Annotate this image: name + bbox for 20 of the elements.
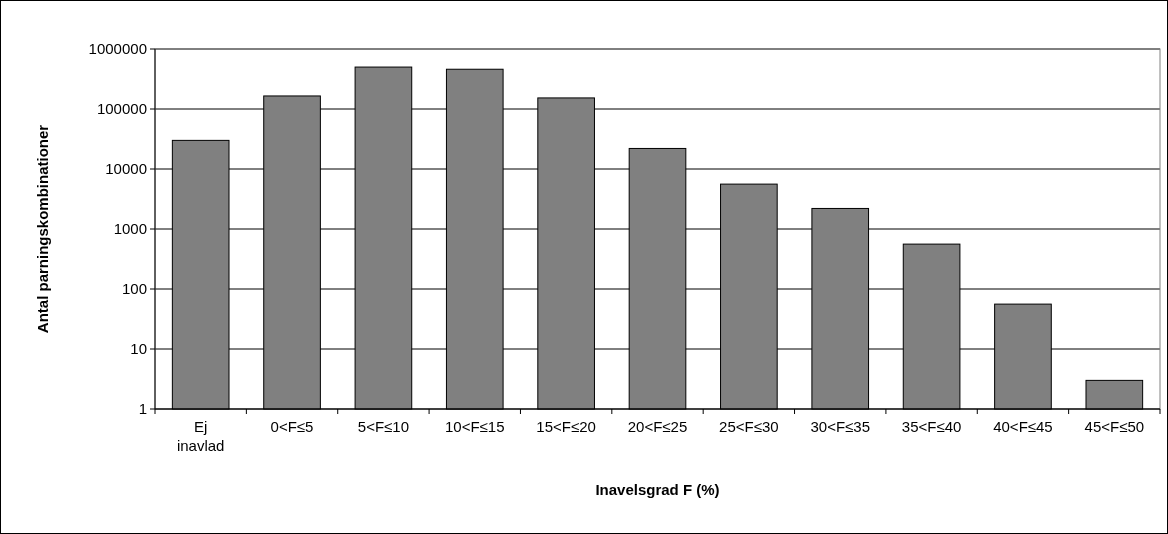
- x-tick-label: 25<F≤30: [719, 418, 779, 435]
- x-tick-label: 10<F≤15: [445, 418, 505, 435]
- x-tick-label: 40<F≤45: [993, 418, 1053, 435]
- x-axis-title: Inavelsgrad F (%): [595, 481, 720, 498]
- x-tick-label: Ej inavlad: [176, 418, 225, 454]
- x-tick-label: 45<F≤50: [1084, 418, 1145, 435]
- x-tick-label: 30<F≤35: [810, 418, 870, 435]
- y-tick-label: 1000: [113, 220, 147, 238]
- x-tick-label: 35<F≤40: [901, 418, 962, 435]
- y-tick-label: 100000: [96, 100, 147, 118]
- x-tick-label: 15<F≤20: [536, 418, 596, 435]
- x-tick-label: 5<F≤10: [357, 418, 409, 435]
- y-tick-label: 1: [138, 400, 147, 418]
- x-tick-label: 20<F≤25: [627, 418, 688, 435]
- x-tick-label: 0<F≤5: [270, 418, 314, 435]
- y-tick-label: 1000000: [88, 40, 147, 58]
- y-tick-label: 10000: [105, 160, 147, 178]
- y-axis-title: Antal parningskombinationer: [34, 124, 51, 334]
- y-tick-label: 100: [121, 280, 147, 298]
- y-tick-label: 10: [130, 340, 147, 358]
